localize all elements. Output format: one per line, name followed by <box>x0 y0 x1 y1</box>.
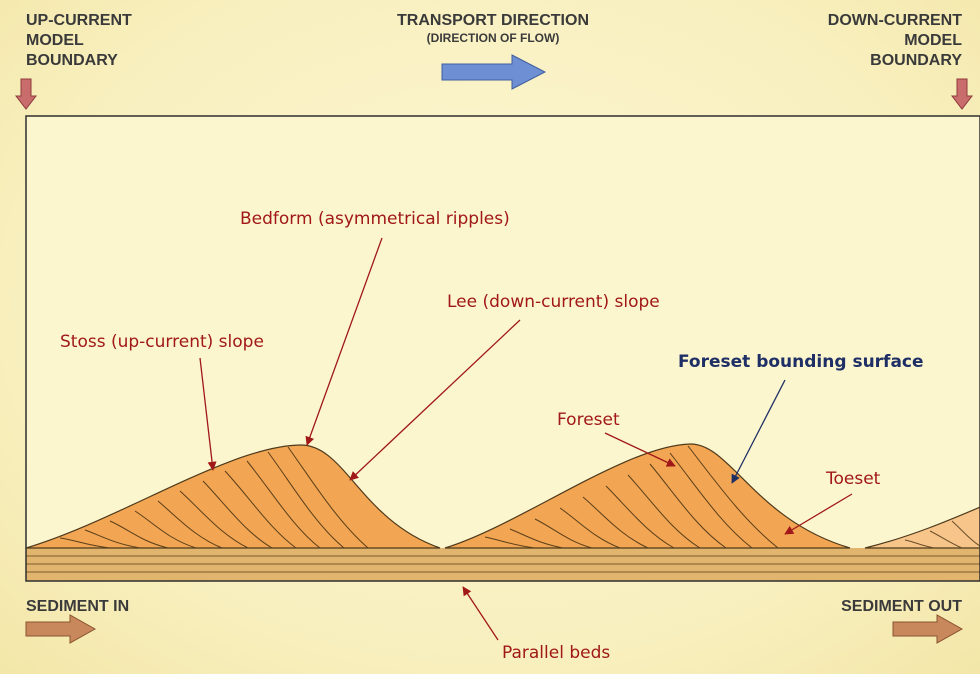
sediment-out-arrow-icon <box>892 614 964 644</box>
down-boundary-line-2: MODEL <box>904 32 962 49</box>
transport-title: TRANSPORT DIRECTION <box>397 12 589 29</box>
foreset-leader <box>604 432 676 467</box>
foreset-bounding-surface-label: Foreset bounding surface <box>678 352 924 372</box>
ripple-2-foresets <box>484 445 779 549</box>
sediment-in-arrow-icon <box>25 614 97 644</box>
transport-subtitle: (DIRECTION OF FLOW) <box>426 31 560 45</box>
up-boundary-line-3: BOUNDARY <box>26 52 118 69</box>
ripple-1 <box>26 444 441 549</box>
parallel-beds-leader <box>462 586 499 641</box>
down-boundary-down-arrow-icon <box>950 78 974 110</box>
toeset-leader <box>784 493 853 535</box>
transport-direction-label: TRANSPORT DIRECTION (DIRECTION OF FLOW) <box>381 11 605 45</box>
sediment-out-label: SEDIMENT OUT <box>841 598 962 615</box>
parallel-beds-label: Parallel beds <box>502 643 610 663</box>
down-current-boundary-label: DOWN-CURRENT MODEL BOUNDARY <box>828 11 962 71</box>
up-boundary-down-arrow-icon <box>14 78 38 110</box>
ripple-1-foresets <box>59 446 369 549</box>
down-boundary-line-3: BOUNDARY <box>870 52 962 69</box>
up-current-boundary-label: UP-CURRENT MODEL BOUNDARY <box>26 11 132 71</box>
ripple-3-partial <box>864 506 980 549</box>
bedform-leader <box>305 237 383 446</box>
foreset-label: Foreset <box>557 410 620 430</box>
ripple-2 <box>444 443 851 549</box>
model-box-outline <box>25 115 980 582</box>
stoss-leader <box>199 357 217 471</box>
stoss-slope-label: Stoss (up-current) slope <box>60 332 264 352</box>
toeset-label: Toeset <box>825 469 881 489</box>
foreset-bounding-leader <box>731 379 786 484</box>
lee-leader <box>349 319 521 481</box>
up-boundary-line-2: MODEL <box>26 32 84 49</box>
bedform-label: Bedform (asymmetrical ripples) <box>240 209 510 229</box>
down-boundary-line-1: DOWN-CURRENT <box>827 12 962 29</box>
transport-direction-arrow-icon <box>441 54 547 90</box>
up-boundary-line-1: UP-CURRENT <box>26 12 132 29</box>
ripple-3-foresets <box>904 520 980 549</box>
lee-slope-label: Lee (down-current) slope <box>447 292 660 312</box>
sediment-in-label: SEDIMENT IN <box>26 598 130 615</box>
